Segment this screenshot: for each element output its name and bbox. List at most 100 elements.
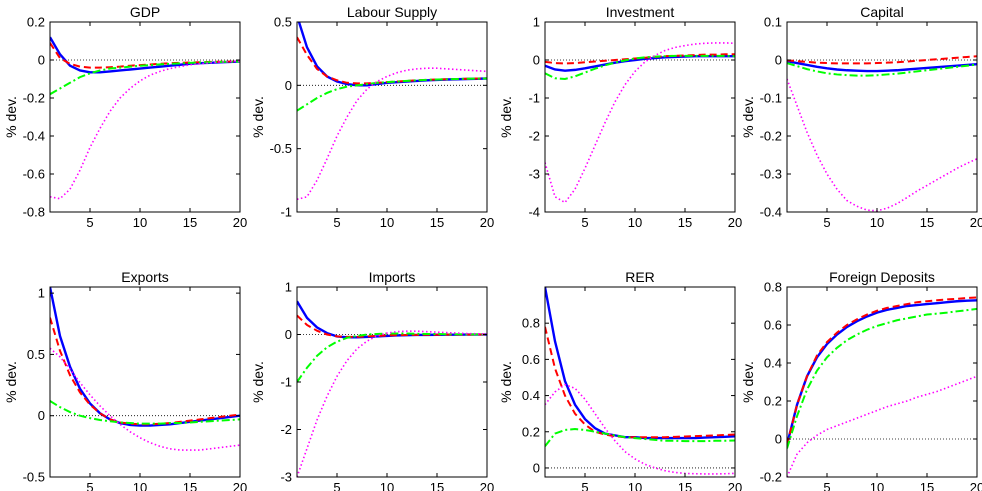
y-tick-label: 1 (285, 280, 292, 295)
y-tick-label: -2 (280, 422, 292, 437)
y-tick-label: -0.6 (23, 167, 45, 182)
y-tick-label: -0.4 (760, 205, 782, 220)
y-tick-label: 0 (533, 460, 540, 475)
x-tick-label: 10 (628, 480, 642, 491)
series-line-2 (545, 428, 735, 447)
series-line-0 (50, 287, 240, 427)
x-tick-label: 15 (183, 215, 197, 230)
series-line-2 (297, 332, 487, 383)
y-tick-label: 0.2 (764, 394, 782, 409)
y-tick-label: 0.2 (27, 15, 45, 30)
y-axis-label: % dev. (740, 361, 756, 403)
y-tick-label: 0.4 (522, 388, 540, 403)
y-tick-label: -0.2 (760, 129, 782, 144)
y-tick-label: 0 (775, 432, 782, 447)
y-tick-label: -1 (280, 375, 292, 390)
y-tick-label: 0.8 (764, 280, 782, 295)
y-axis-label: % dev. (3, 96, 19, 138)
x-tick-label: 20 (233, 215, 247, 230)
y-tick-label: -3 (280, 470, 292, 485)
series-line-0 (787, 59, 977, 73)
y-tick-label: 0.8 (522, 316, 540, 331)
plot-frame (544, 21, 736, 213)
plot-frame (296, 286, 488, 478)
y-tick-label: -0.2 (760, 470, 782, 485)
y-tick-label: -1 (528, 91, 540, 106)
y-axis-label: % dev. (250, 361, 266, 403)
y-tick-label: 1 (38, 286, 45, 301)
x-tick-label: 20 (480, 215, 494, 230)
chart-panel-7: 5 10 15 20 -0.2 0 0.2 0.4 0.6 0.8 Foreign Deposits… (740, 269, 982, 491)
series-line-2 (50, 400, 240, 425)
y-tick-label: 0.6 (764, 318, 782, 333)
y-axis-label: % dev. (3, 361, 19, 403)
y-tick-label: -0.3 (760, 167, 782, 182)
y-axis-label: % dev. (498, 96, 514, 138)
series-line-2 (787, 307, 977, 449)
y-tick-label: 1 (533, 15, 540, 30)
x-tick-label: 5 (823, 215, 830, 230)
y-tick-label: 0.4 (764, 356, 782, 371)
x-tick-label: 10 (628, 215, 642, 230)
series-line-3 (297, 330, 487, 477)
series-line-0 (787, 299, 977, 445)
panel-title: Foreign Deposits (829, 269, 935, 285)
series-line-1 (787, 55, 977, 65)
series-line-1 (297, 314, 487, 338)
x-tick-label: 20 (970, 215, 982, 230)
x-tick-label: 15 (678, 215, 692, 230)
plot-frame (49, 286, 241, 478)
y-tick-label: -0.1 (760, 91, 782, 106)
x-tick-label: 10 (870, 215, 884, 230)
chart-panel-2: 5 10 15 20 -4 -3 -2 -1 0 1 Investment % dev. (498, 4, 742, 230)
y-tick-label: -2 (528, 129, 540, 144)
y-axis-label: % dev. (740, 96, 756, 138)
x-tick-label: 5 (581, 480, 588, 491)
y-tick-label: -0.5 (270, 141, 292, 156)
plot-frame (786, 21, 978, 213)
y-tick-label: -0.4 (23, 129, 45, 144)
x-tick-label: 10 (380, 480, 394, 491)
series-line-3 (297, 67, 487, 201)
x-tick-label: 10 (133, 480, 147, 491)
series-line-1 (297, 36, 487, 85)
chart-panel-5: 5 10 15 20 -3 -2 -1 0 1 Imports % dev. (250, 269, 494, 491)
y-tick-label: -3 (528, 167, 540, 182)
chart-panel-1: 5 10 15 20 -1 -0.5 0 0.5 Labour Supply % dev. (250, 4, 494, 230)
y-tick-label: 0.1 (764, 15, 782, 30)
panel-title: GDP (130, 4, 160, 20)
chart-panel-6: 5 10 15 20 0 0.2 0.4 0.6 0.8 RER % dev. (498, 269, 742, 491)
panel-title: Imports (369, 269, 416, 285)
series-line-3 (545, 42, 735, 204)
series-line-3 (787, 78, 977, 212)
x-tick-label: 15 (430, 480, 444, 491)
y-tick-label: 0.5 (27, 347, 45, 362)
x-tick-label: 10 (133, 215, 147, 230)
x-tick-label: 15 (920, 480, 934, 491)
x-tick-label: 5 (86, 215, 93, 230)
plot-frame (544, 286, 736, 478)
panel-title: RER (625, 269, 655, 285)
series-line-2 (297, 77, 487, 112)
series-line-3 (50, 347, 240, 451)
y-tick-label: 0 (285, 78, 292, 93)
chart-panel-3: 5 10 15 20 -0.4 -0.3 -0.2 -0.1 0 0.1 Capital % dev. (740, 4, 982, 230)
y-axis-label: % dev. (250, 96, 266, 138)
x-tick-label: 10 (380, 215, 394, 230)
y-tick-label: 0.6 (522, 352, 540, 367)
series-line-2 (50, 60, 240, 96)
y-tick-label: 0 (533, 53, 540, 68)
x-tick-label: 20 (728, 215, 742, 230)
y-tick-label: -1 (280, 205, 292, 220)
series-line-3 (787, 375, 977, 477)
x-tick-label: 15 (183, 480, 197, 491)
series-line-2 (787, 62, 977, 77)
plot-frame (49, 21, 241, 213)
y-axis-label: % dev. (498, 361, 514, 403)
series-line-0 (545, 287, 735, 440)
x-tick-label: 20 (970, 480, 982, 491)
y-tick-label: 0 (775, 53, 782, 68)
y-tick-label: 0 (38, 408, 45, 423)
